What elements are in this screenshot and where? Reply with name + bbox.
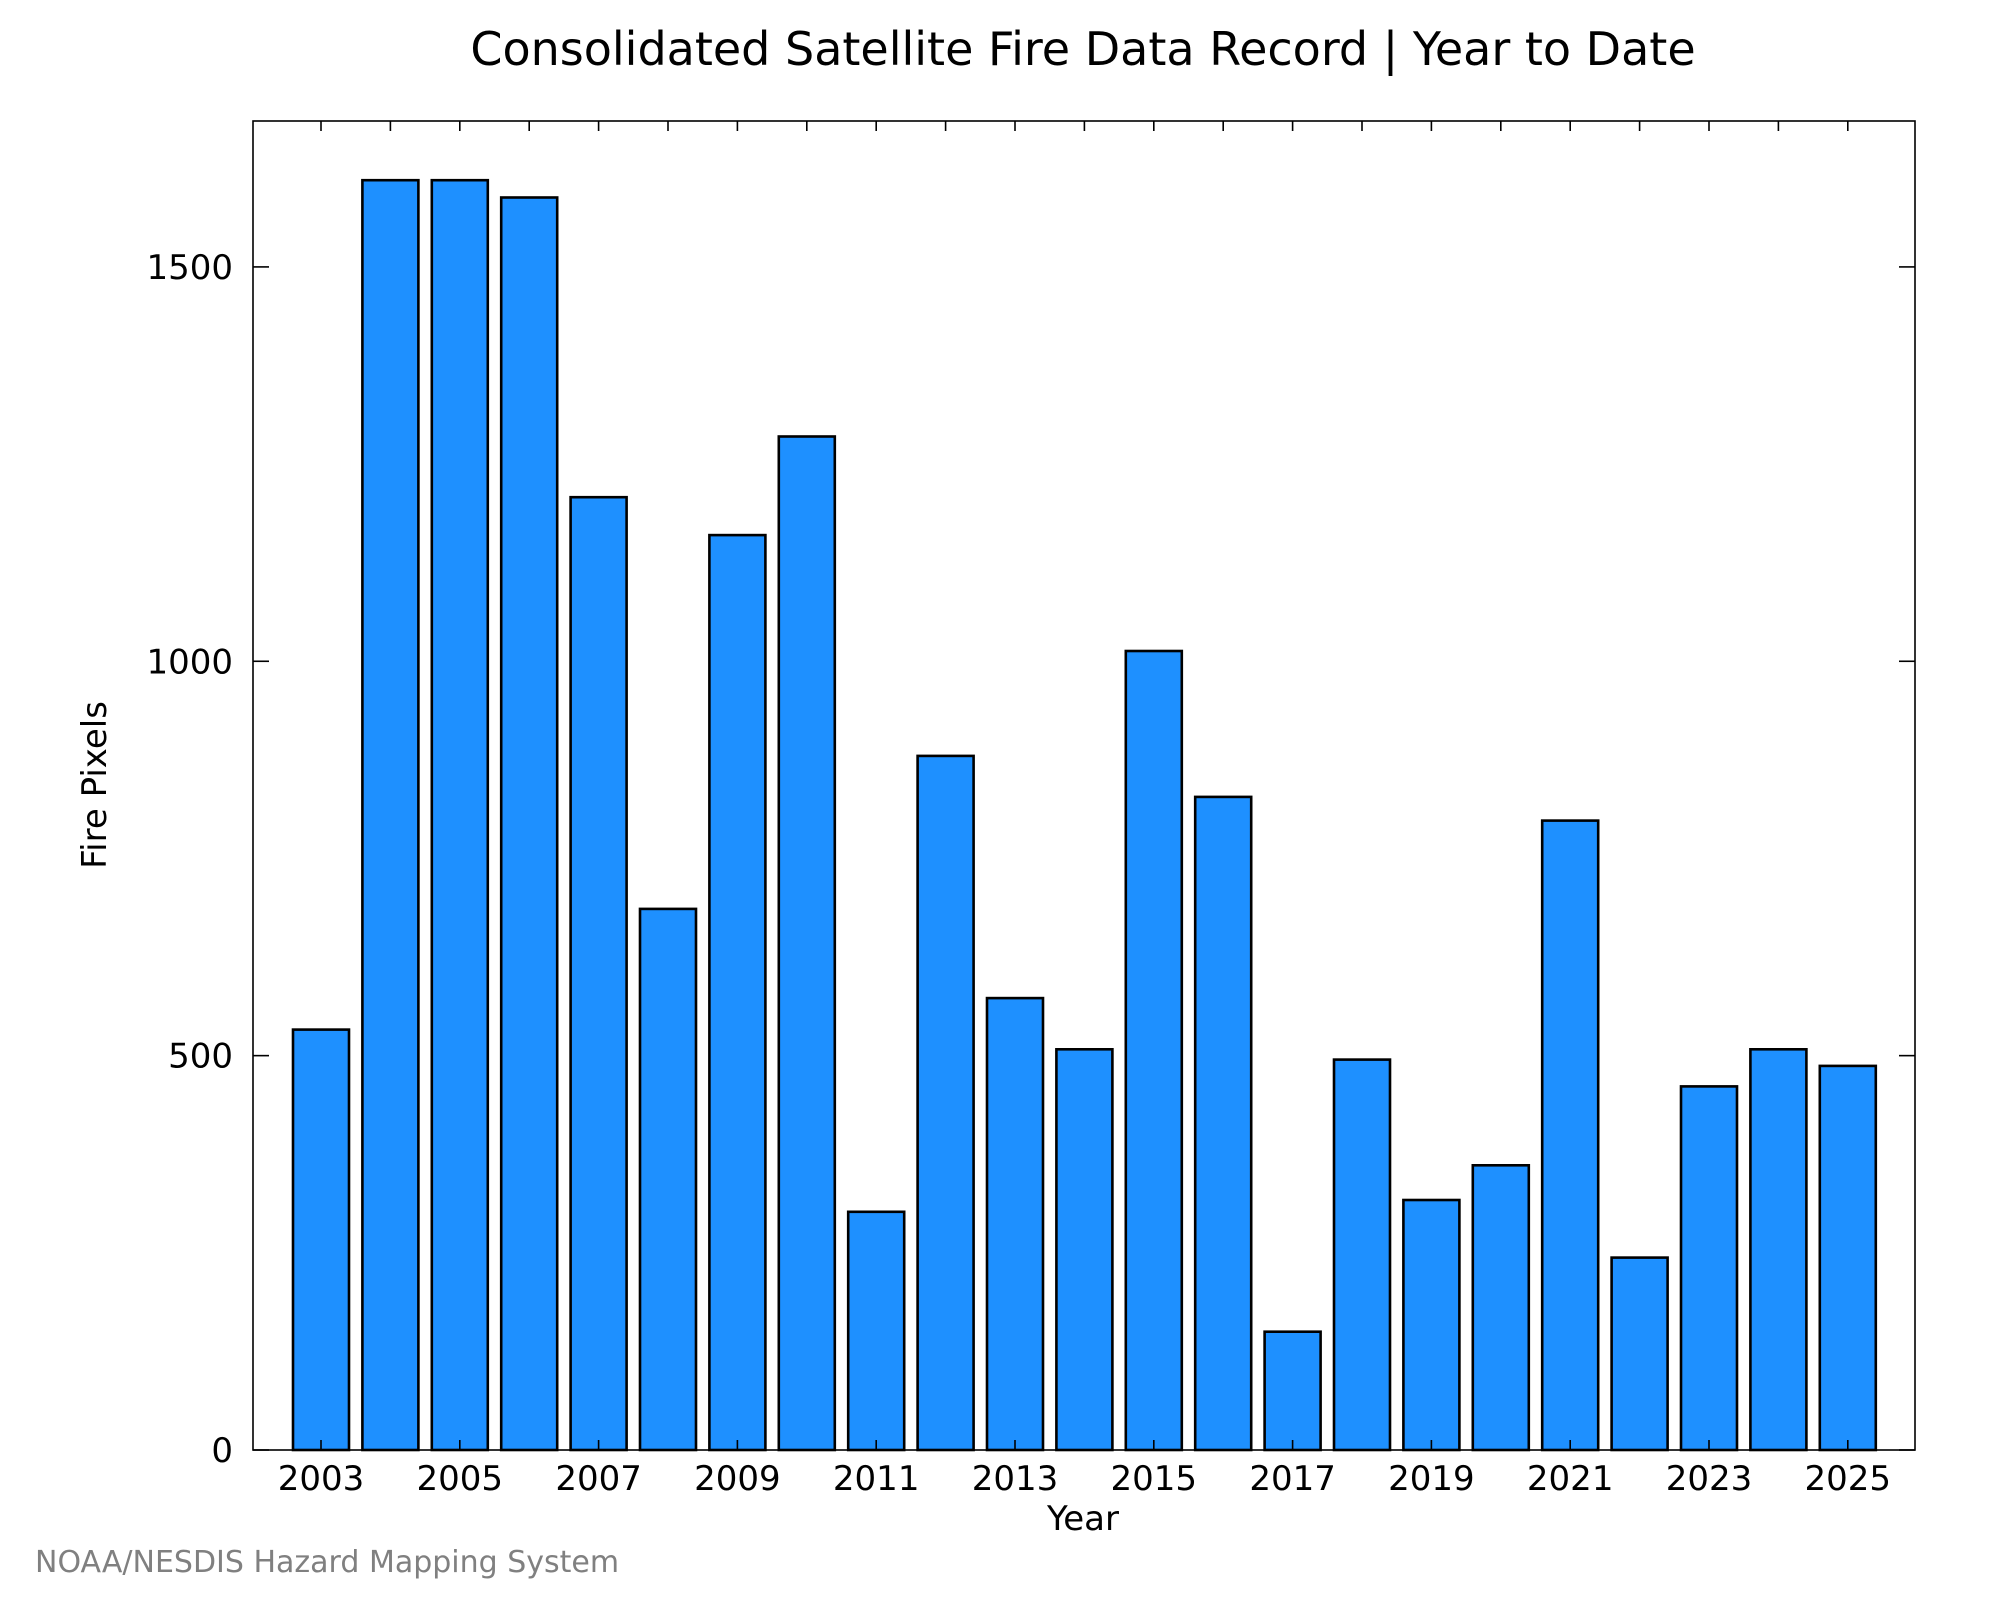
y-tick-label-500: 500	[168, 1037, 233, 1077]
bar-2012	[916, 754, 975, 1452]
x-tick-label-2007: 2007	[555, 1459, 642, 1499]
bar-2009	[708, 533, 767, 1452]
bar-2006	[499, 196, 559, 1452]
bar-2019	[1402, 1198, 1461, 1452]
bar-2008	[638, 907, 698, 1452]
bar-2005	[430, 178, 490, 1452]
source-credit: NOAA/NESDIS Hazard Mapping System	[35, 1545, 619, 1580]
bars-group	[291, 178, 1878, 1452]
bar-2016	[1193, 795, 1253, 1452]
bar-2014	[1055, 1048, 1114, 1452]
bar-2011	[846, 1210, 906, 1452]
y-tick-label-1000: 1000	[146, 642, 233, 682]
bar-2025	[1818, 1064, 1878, 1452]
bar-2023	[1679, 1085, 1739, 1452]
bar-2017	[1263, 1330, 1322, 1452]
x-tick-label-2009: 2009	[694, 1459, 781, 1499]
x-tick-label-2015: 2015	[1111, 1459, 1198, 1499]
x-tick-label-2011: 2011	[833, 1459, 920, 1499]
chart-title: Consolidated Satellite Fire Data Record …	[470, 22, 1695, 77]
x-tick-label-2003: 2003	[278, 1459, 365, 1499]
x-tick-label-2005: 2005	[417, 1459, 504, 1499]
bar-2013	[985, 996, 1045, 1452]
y-axis-label: Fire Pixels	[75, 701, 115, 869]
bar-2004	[361, 178, 420, 1452]
bar-2022	[1610, 1256, 1669, 1452]
bar-2015	[1124, 649, 1184, 1452]
bar-2020	[1471, 1164, 1531, 1452]
bar-2018	[1332, 1058, 1392, 1452]
bar-2003	[291, 1028, 351, 1452]
x-tick-label-2013: 2013	[972, 1459, 1059, 1499]
x-tick-label-2019: 2019	[1388, 1459, 1475, 1499]
y-tick-label-1500: 1500	[146, 248, 233, 288]
bar-2010	[777, 435, 837, 1452]
y-tick-label-0: 0	[211, 1431, 233, 1471]
bar-2021	[1540, 819, 1600, 1452]
ticks-group: 0 500 1000 1500 2003 2005 2007 2009 2011 2013 2015…	[146, 121, 1915, 1499]
x-tick-label-2025: 2025	[1805, 1459, 1892, 1499]
bar-2024	[1749, 1048, 1808, 1452]
x-tick-label-2021: 2021	[1527, 1459, 1614, 1499]
bar-2007	[569, 495, 628, 1452]
x-axis-label: Year	[1046, 1499, 1119, 1539]
x-tick-label-2023: 2023	[1666, 1459, 1753, 1499]
x-tick-label-2017: 2017	[1249, 1459, 1336, 1499]
